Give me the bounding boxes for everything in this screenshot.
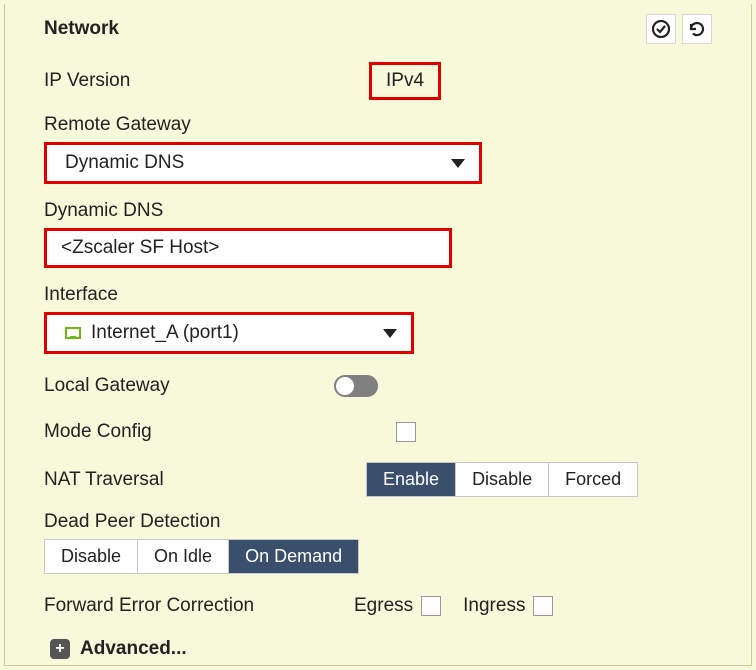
local-gateway-toggle[interactable] bbox=[334, 375, 378, 397]
section-title: Network bbox=[44, 18, 119, 40]
mode-config-row: Mode Config bbox=[44, 416, 712, 448]
header-actions bbox=[646, 14, 712, 44]
port-icon bbox=[65, 327, 81, 339]
fec-egress-label: Egress bbox=[354, 595, 413, 617]
ip-version-row: IP Version IPv4 bbox=[44, 62, 712, 100]
interface-value: Internet_A (port1) bbox=[91, 322, 239, 344]
local-gateway-label: Local Gateway bbox=[44, 375, 334, 397]
remote-gateway-label: Remote Gateway bbox=[44, 114, 712, 136]
chevron-down-icon bbox=[383, 329, 397, 338]
dynamic-dns-input[interactable]: <Zscaler SF Host> bbox=[44, 228, 452, 268]
interface-block: Interface Internet_A (port1) bbox=[44, 284, 712, 354]
fec-label: Forward Error Correction bbox=[44, 595, 354, 617]
fec-egress-checkbox[interactable] bbox=[421, 596, 441, 616]
fec-row: Forward Error Correction Egress Ingress bbox=[44, 590, 712, 622]
advanced-label: Advanced... bbox=[80, 638, 187, 660]
interface-label: Interface bbox=[44, 284, 712, 306]
dpd-ondemand-option[interactable]: On Demand bbox=[229, 540, 358, 573]
plus-icon: + bbox=[50, 639, 70, 659]
dynamic-dns-label: Dynamic DNS bbox=[44, 200, 712, 222]
dpd-block: Dead Peer Detection Disable On Idle On D… bbox=[44, 511, 712, 574]
mode-config-label: Mode Config bbox=[44, 421, 396, 443]
dpd-group: Disable On Idle On Demand bbox=[44, 539, 359, 574]
remote-gateway-select[interactable]: Dynamic DNS bbox=[44, 142, 482, 184]
dpd-disable-option[interactable]: Disable bbox=[45, 540, 138, 573]
dpd-onidle-option[interactable]: On Idle bbox=[138, 540, 229, 573]
panel-header: Network bbox=[44, 14, 712, 44]
fec-ingress-checkbox[interactable] bbox=[533, 596, 553, 616]
check-circle-icon bbox=[652, 20, 670, 38]
fec-options: Egress Ingress bbox=[354, 595, 553, 617]
reset-button[interactable] bbox=[682, 14, 712, 44]
nat-enable-option[interactable]: Enable bbox=[367, 463, 456, 496]
dynamic-dns-value: <Zscaler SF Host> bbox=[61, 237, 219, 259]
nat-traversal-group: Enable Disable Forced bbox=[366, 462, 638, 497]
nat-disable-option[interactable]: Disable bbox=[456, 463, 549, 496]
chevron-down-icon bbox=[451, 159, 465, 168]
dynamic-dns-block: Dynamic DNS <Zscaler SF Host> bbox=[44, 200, 712, 268]
fec-ingress-label: Ingress bbox=[463, 595, 525, 617]
ip-version-value[interactable]: IPv4 bbox=[369, 62, 441, 100]
undo-icon bbox=[688, 20, 706, 38]
dpd-label: Dead Peer Detection bbox=[44, 511, 712, 533]
interface-select[interactable]: Internet_A (port1) bbox=[44, 312, 414, 354]
nat-forced-option[interactable]: Forced bbox=[549, 463, 637, 496]
remote-gateway-value: Dynamic DNS bbox=[65, 152, 184, 174]
remote-gateway-block: Remote Gateway Dynamic DNS bbox=[44, 114, 712, 184]
network-panel: Network IP Version IPv4 bbox=[0, 0, 756, 670]
advanced-toggle[interactable]: + Advanced... bbox=[50, 638, 712, 660]
nat-traversal-row: NAT Traversal Enable Disable Forced bbox=[44, 462, 712, 497]
apply-button[interactable] bbox=[646, 14, 676, 44]
nat-traversal-label: NAT Traversal bbox=[44, 469, 366, 491]
mode-config-checkbox[interactable] bbox=[396, 422, 416, 442]
local-gateway-row: Local Gateway bbox=[44, 370, 712, 402]
ip-version-label: IP Version bbox=[44, 70, 369, 92]
